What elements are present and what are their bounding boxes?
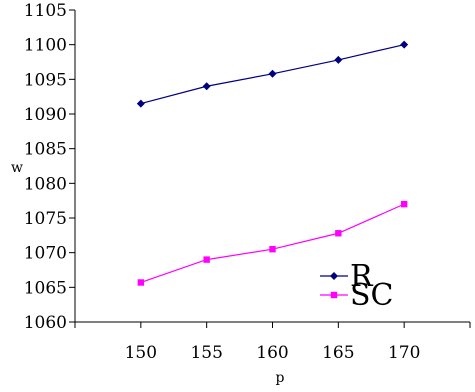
y-tick-label: 1105: [24, 1, 67, 21]
data-point-sc: [400, 200, 408, 208]
y-tick-label: 1060: [24, 313, 67, 333]
data-point-sc: [335, 230, 342, 237]
y-tick-label: 1090: [24, 105, 67, 125]
x-axis-label: p: [276, 370, 285, 386]
legend-entry-sc: SC: [320, 278, 394, 313]
y-tick-label: 1095: [24, 70, 67, 90]
legend-label: R: [350, 259, 374, 294]
y-tick-label: 1070: [24, 244, 67, 264]
legend-entry-r: R: [320, 259, 374, 294]
series-sc: [137, 200, 408, 286]
data-point-sc: [269, 246, 276, 253]
legend-label: SC: [350, 278, 394, 313]
y-axis-label: w: [11, 160, 23, 176]
x-axis: 150 155 160 165 170: [74, 321, 471, 363]
legend-marker: [330, 272, 338, 280]
x-tick-label: 170: [388, 343, 420, 363]
x-tick-label: 165: [322, 343, 354, 363]
series-r: [136, 40, 409, 108]
data-point-sc: [137, 279, 145, 286]
data-point-r: [400, 40, 409, 49]
series-layer: [136, 40, 409, 286]
y-tick-label: 1075: [24, 209, 67, 229]
data-point-r: [334, 55, 343, 64]
y-tick-label: 1100: [24, 36, 67, 56]
y-tick-label: 1065: [24, 278, 67, 298]
data-point-r: [268, 69, 277, 78]
x-tick-label: 155: [190, 343, 222, 363]
y-tick-label: 1080: [24, 174, 67, 194]
data-point-r: [202, 82, 211, 91]
data-point-sc: [203, 256, 210, 263]
legend: RSC: [320, 259, 394, 313]
data-point-r: [136, 99, 145, 108]
legend-marker: [330, 291, 338, 299]
y-tick-label: 1085: [24, 140, 67, 160]
y-axis: 1060 1065 1070 1075 1080 1085 1090 1095 1100 1105: [24, 1, 76, 333]
x-tick-label: 150: [125, 343, 157, 363]
x-tick-label: 160: [256, 343, 288, 363]
